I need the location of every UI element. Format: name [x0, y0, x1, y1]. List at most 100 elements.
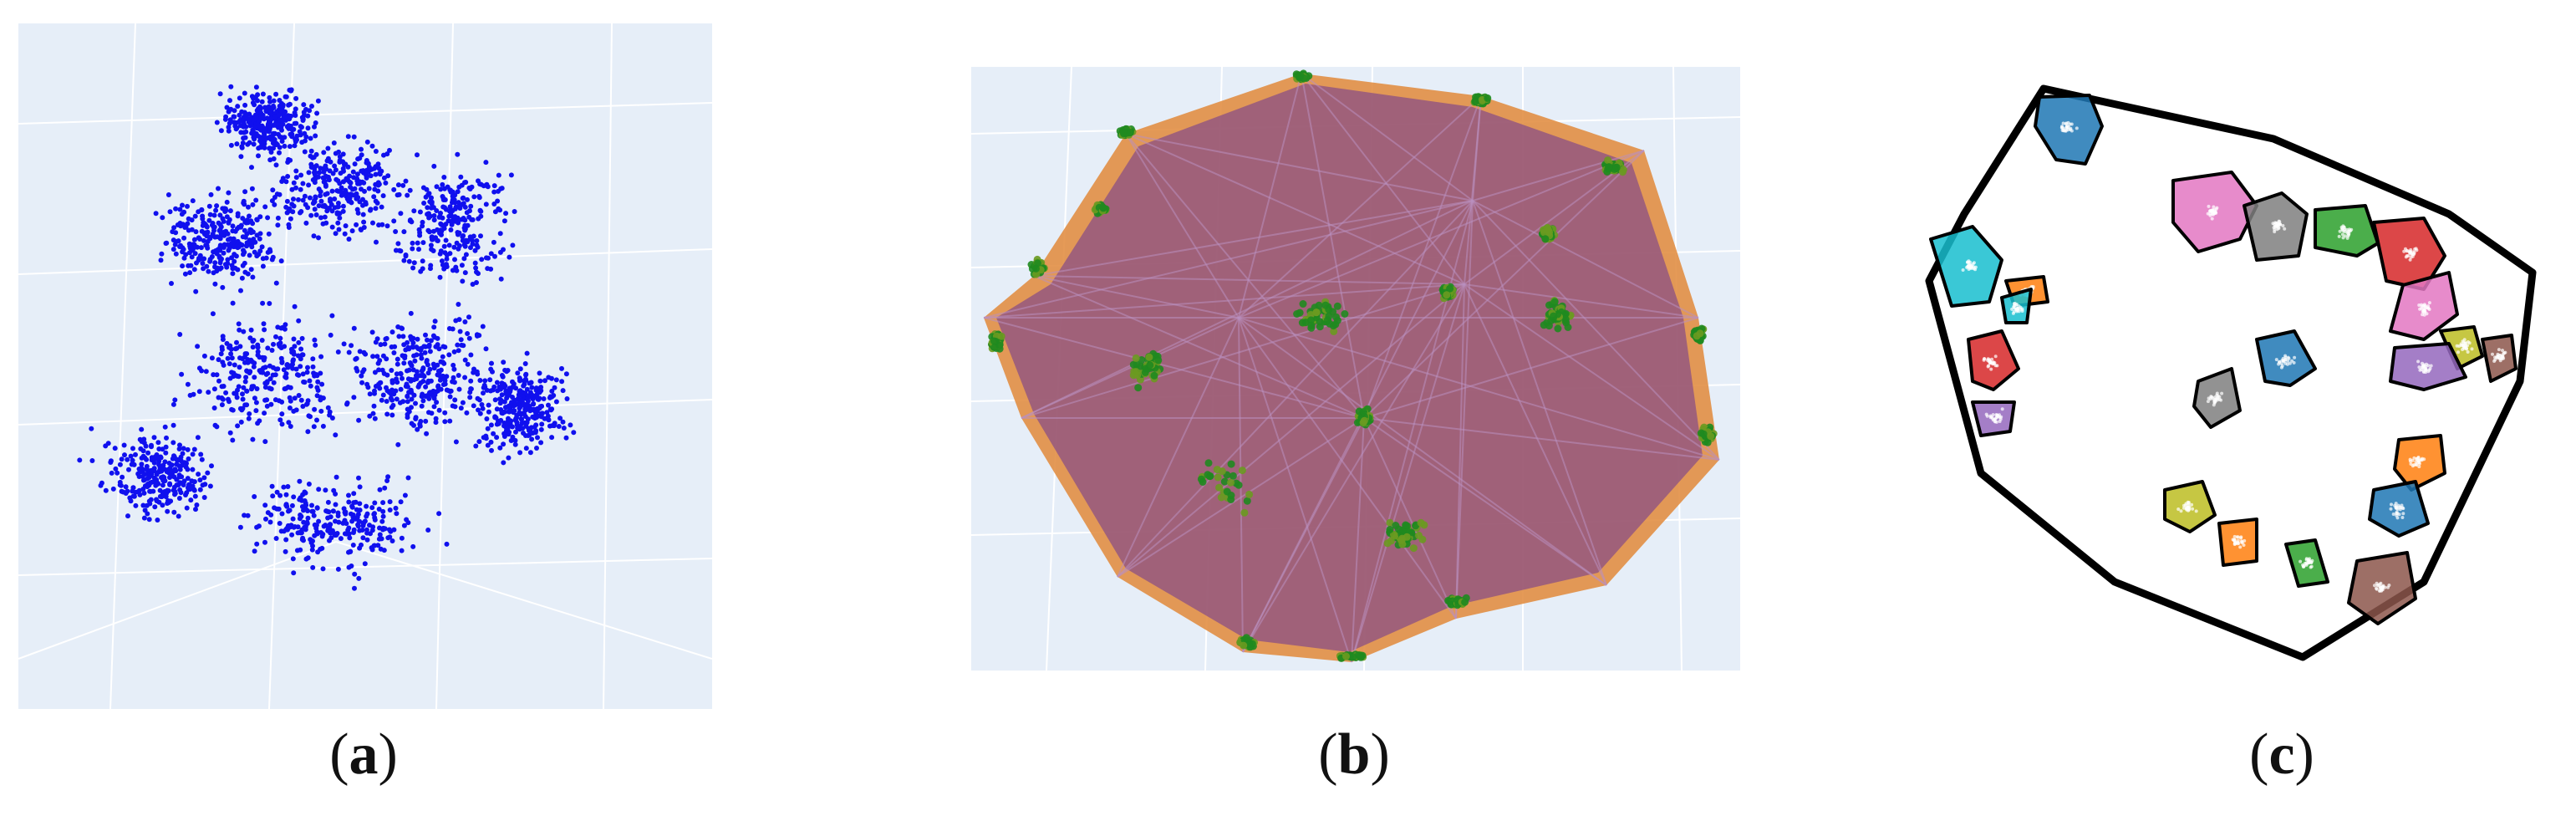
- point: [165, 487, 171, 493]
- point: [225, 355, 231, 361]
- point: [133, 502, 139, 508]
- point: [242, 189, 248, 195]
- point: [140, 448, 146, 454]
- point: [271, 145, 276, 151]
- point: [450, 268, 456, 273]
- point: [405, 393, 410, 399]
- point: [300, 404, 306, 409]
- point: [291, 196, 296, 202]
- point: [1333, 302, 1341, 310]
- point: [209, 254, 215, 259]
- cluster-point: [1993, 354, 1998, 359]
- point: [295, 353, 301, 359]
- point: [141, 436, 147, 442]
- point: [241, 135, 247, 141]
- point: [289, 186, 295, 192]
- point: [477, 410, 483, 416]
- point: [469, 217, 475, 222]
- point: [482, 378, 488, 384]
- point: [325, 405, 331, 410]
- point: [420, 219, 425, 225]
- point: [267, 99, 272, 105]
- cluster-point: [2390, 502, 2393, 507]
- point: [1126, 129, 1134, 136]
- point: [371, 403, 377, 409]
- point: [226, 128, 232, 134]
- point: [287, 507, 293, 513]
- point: [163, 494, 169, 499]
- point: [380, 513, 386, 519]
- point: [247, 111, 252, 117]
- point: [1299, 300, 1307, 308]
- point: [206, 268, 211, 274]
- point: [529, 436, 535, 442]
- point: [481, 390, 486, 396]
- point: [198, 451, 204, 457]
- point: [311, 424, 317, 430]
- point: [265, 215, 271, 221]
- cluster-hulls: [1929, 94, 2517, 625]
- point: [299, 527, 305, 533]
- point: [314, 531, 320, 537]
- point: [440, 354, 445, 360]
- point: [315, 379, 321, 385]
- point: [153, 211, 159, 217]
- point: [210, 221, 216, 226]
- point: [203, 369, 209, 375]
- point: [485, 442, 491, 448]
- point: [411, 353, 417, 359]
- point: [234, 395, 240, 400]
- point: [1215, 483, 1224, 492]
- point: [214, 372, 220, 378]
- cluster-point: [2347, 232, 2350, 237]
- point: [195, 244, 200, 250]
- point: [433, 420, 439, 426]
- point: [386, 390, 392, 395]
- point: [178, 242, 183, 248]
- point: [1383, 539, 1392, 548]
- point: [277, 417, 283, 423]
- point: [423, 384, 429, 390]
- point: [210, 231, 216, 237]
- point: [370, 410, 376, 416]
- point: [551, 393, 557, 398]
- point: [290, 556, 296, 562]
- point: [267, 157, 273, 163]
- point: [1564, 324, 1572, 331]
- point: [303, 490, 308, 496]
- point: [335, 566, 341, 572]
- point: [214, 424, 220, 430]
- point: [377, 170, 383, 176]
- point: [313, 372, 319, 377]
- point: [452, 206, 458, 212]
- point: [354, 196, 359, 201]
- cluster-point: [1988, 361, 1992, 365]
- point: [320, 566, 326, 572]
- point: [1403, 533, 1411, 541]
- cluster-point: [2501, 349, 2504, 353]
- point: [492, 415, 498, 421]
- point: [480, 324, 486, 329]
- point: [245, 512, 251, 518]
- cluster-point: [2380, 589, 2384, 593]
- point: [442, 410, 448, 416]
- point: [537, 390, 542, 395]
- point: [431, 404, 437, 410]
- point: [211, 224, 217, 230]
- point: [328, 201, 334, 207]
- point: [444, 541, 450, 547]
- point: [534, 446, 539, 451]
- point: [309, 547, 315, 553]
- point: [240, 216, 246, 222]
- point: [287, 144, 293, 150]
- point: [563, 435, 569, 441]
- point: [193, 288, 199, 294]
- point: [207, 483, 213, 489]
- point: [342, 509, 348, 515]
- point: [453, 439, 459, 445]
- point: [491, 183, 497, 189]
- point: [311, 233, 317, 239]
- point: [199, 207, 205, 213]
- point: [354, 191, 359, 196]
- point: [465, 361, 471, 367]
